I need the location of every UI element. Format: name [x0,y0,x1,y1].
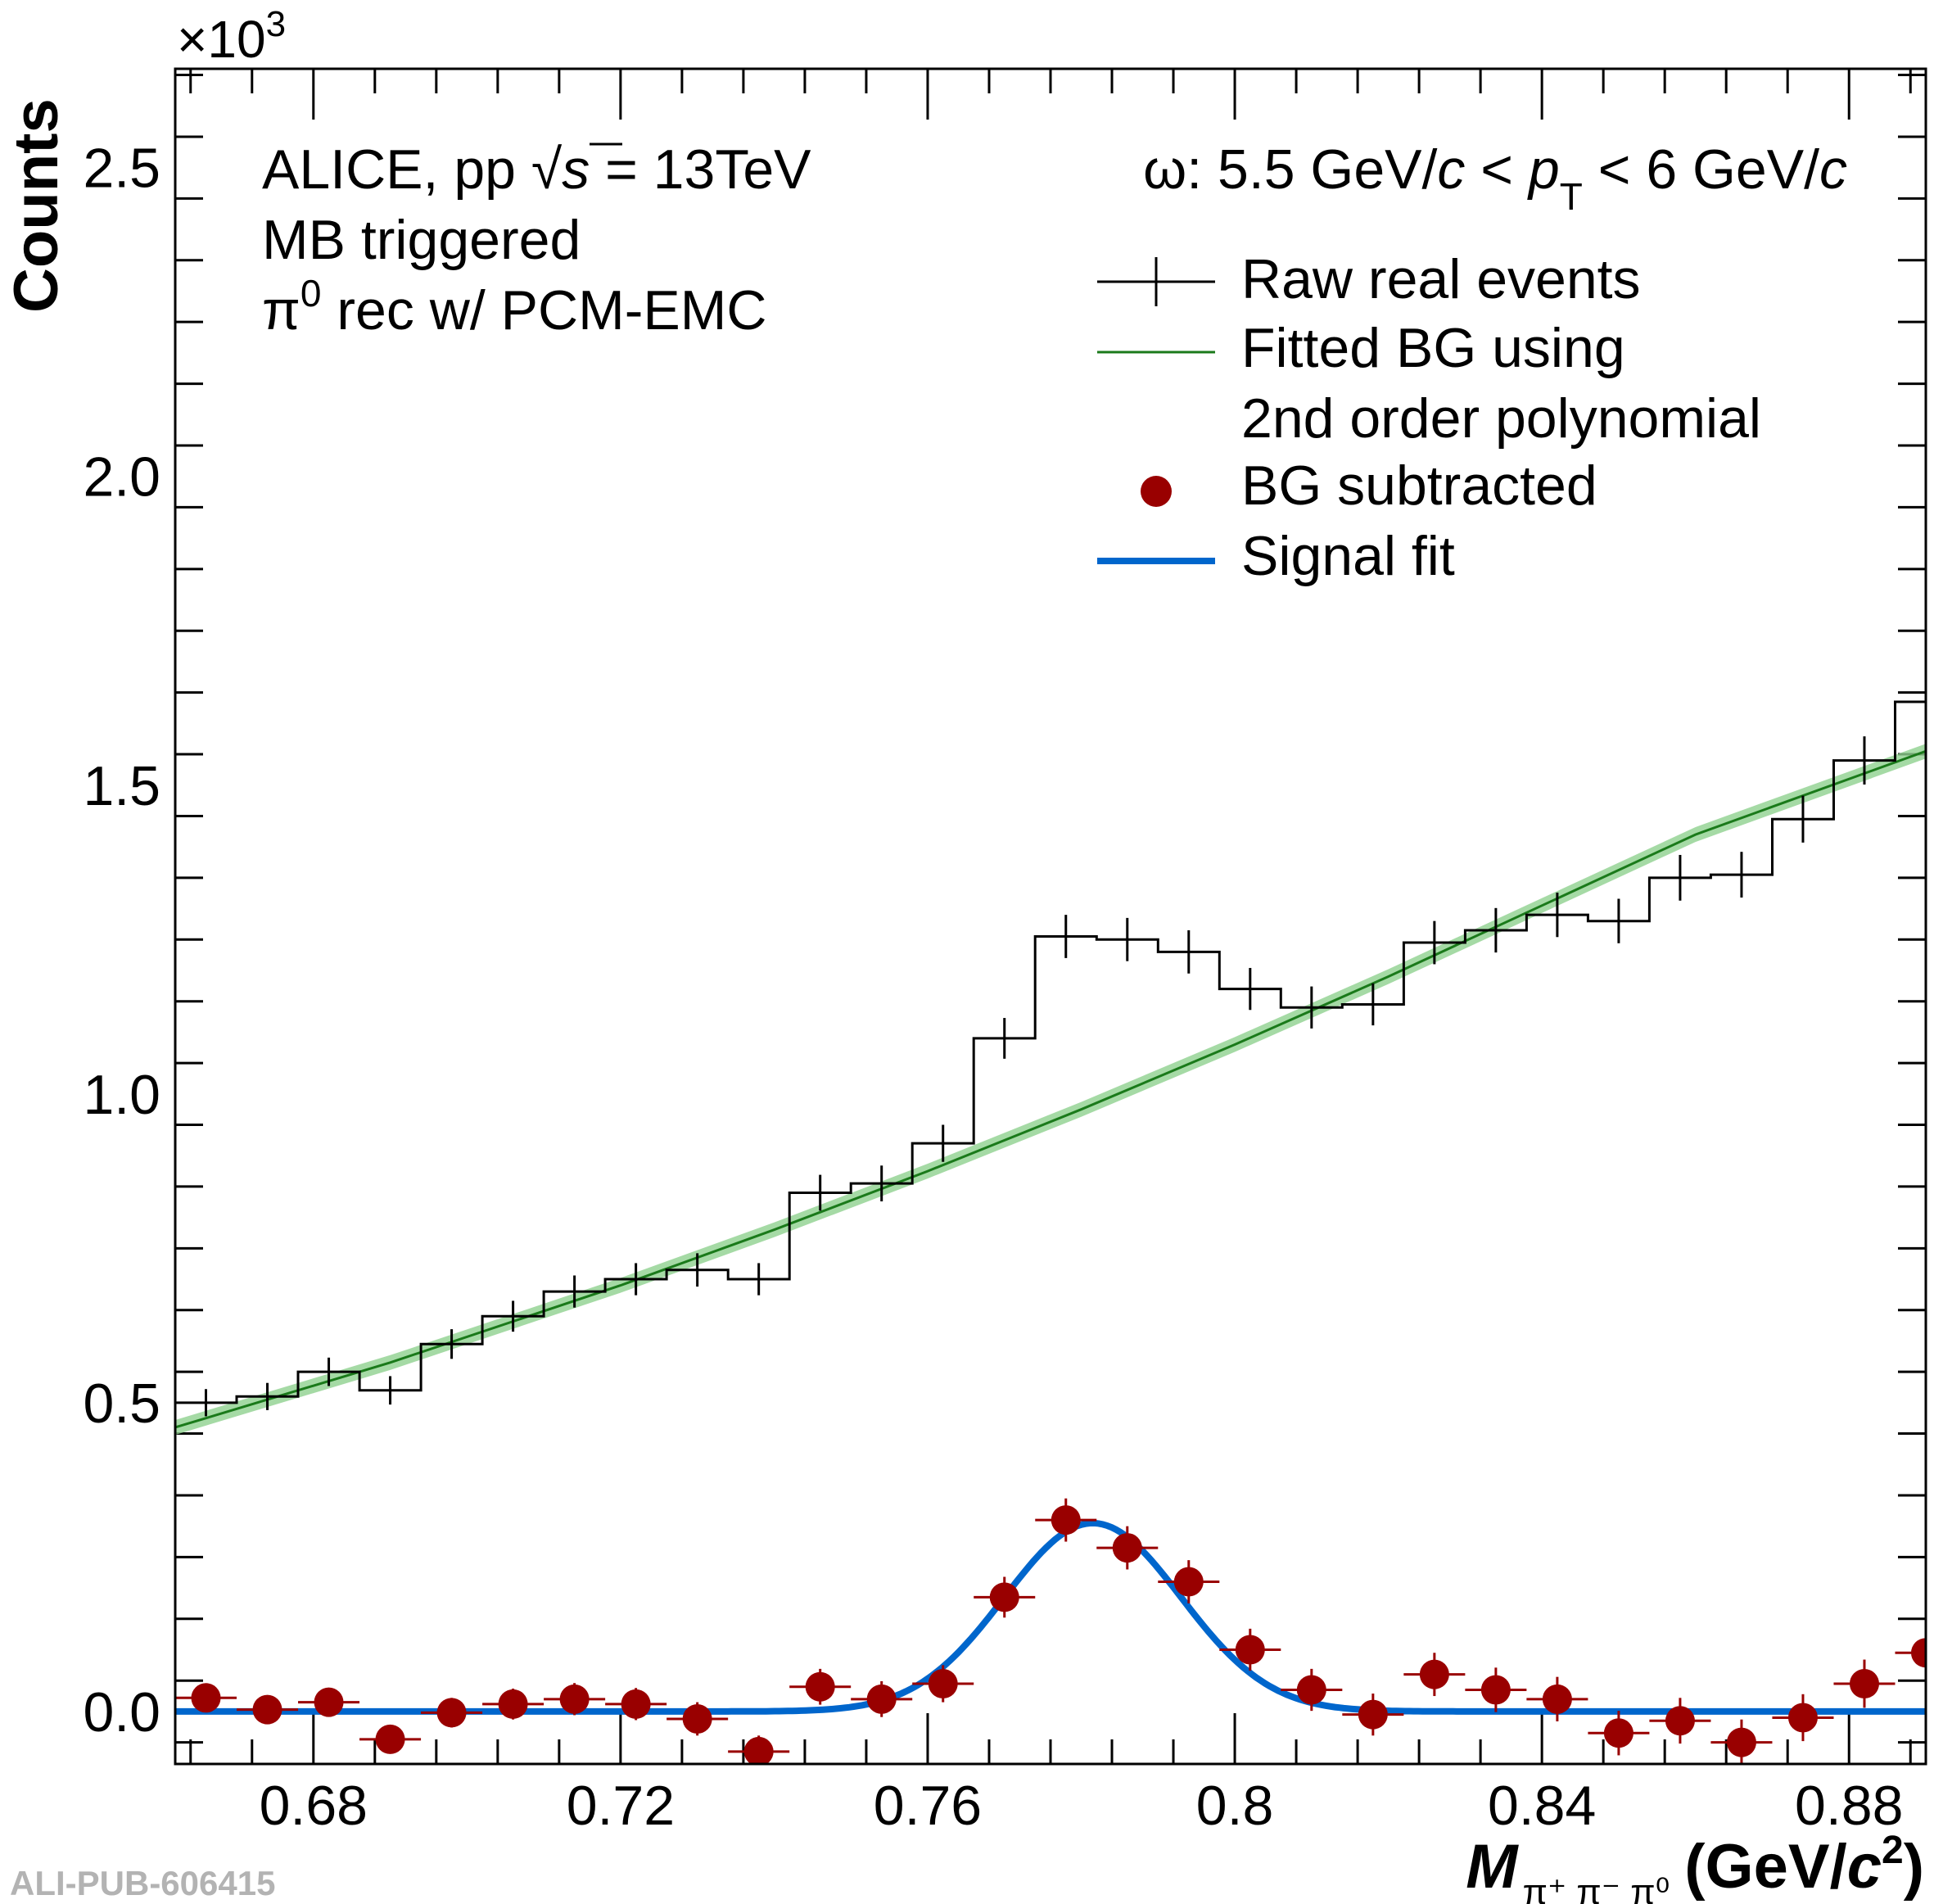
x-tick-label: 0.84 [1488,1775,1596,1837]
legend-subtracted-marker [1141,476,1172,507]
x-tick-labels: 0.68 0.72 0.76 0.8 0.84 0.88 [260,1775,1904,1837]
bg-subtracted-point [252,1694,282,1725]
bg-subtracted-point [436,1698,467,1728]
bg-subtracted-point [1787,1703,1818,1733]
bg-subtracted-point [682,1703,712,1734]
bg-subtracted-point [743,1736,774,1764]
legend-subtracted-label: BG subtracted [1241,455,1597,517]
bg-subtracted-point [1665,1706,1695,1736]
experiment-label: ALICE, pp √s = 13TeV [262,138,811,201]
bg-subtracted-point [1603,1718,1634,1748]
legend: Raw real events Fitted BG using 2nd orde… [1097,248,1761,587]
x-tick-label: 0.88 [1795,1775,1903,1837]
raw-events-series [175,676,1926,1417]
bg-subtracted-point [989,1582,1019,1612]
bg-subtracted-point [375,1724,405,1754]
y-tick-label: 2.5 [83,138,160,200]
signal-fit-curve [175,1519,1926,1715]
pi0-reconstruction-label: π0 rec w/ PCM-EMC [262,272,767,341]
legend-background-label-line2: 2nd order polynomial [1241,387,1761,450]
experiment-annotation: ALICE, pp √s = 13TeV MB triggered π0 rec… [262,138,811,341]
legend-item-raw: Raw real events [1097,248,1641,310]
bg-subtracted-point [559,1684,590,1714]
bg-subtracted-point [1849,1668,1879,1698]
axis-ticks [175,69,1926,1764]
bg-subtracted-point [1911,1638,1926,1668]
legend-signal-label: Signal fit [1241,525,1455,587]
bg-subtracted-point [1051,1505,1081,1535]
bg-subtracted-point [1726,1727,1756,1757]
kinematic-range-label: ω: 5.5 GeV/c < pT < 6 GeV/c [1143,138,1847,218]
x-tick-label: 0.76 [874,1775,982,1837]
background-fit-uncertainty-band [175,744,1926,1436]
y-axis-title: Counts [2,98,71,313]
background-fit-band [175,744,1926,1436]
raw-events-histogram [175,700,1926,1404]
bg-subtracted-series [175,1498,1926,1764]
x-tick-label: 0.8 [1196,1775,1274,1837]
trigger-label: MB triggered [262,209,581,271]
bg-subtracted-point [805,1671,835,1702]
y-tick-labels: 0.0 0.5 1.0 1.5 2.0 2.5 [83,138,160,1743]
y-tick-label: 1.0 [83,1064,160,1126]
legend-item-subtracted: BG subtracted [1141,455,1597,517]
bg-subtracted-point [1296,1675,1326,1705]
legend-background-label: Fitted BG using [1241,317,1625,379]
x-tick-label: 0.72 [567,1775,675,1837]
signal-fit-line [175,1519,1926,1715]
bg-subtracted-point [1235,1635,1265,1665]
y-tick-label: 2.0 [83,446,160,509]
bg-subtracted-point [928,1668,958,1698]
bg-subtracted-point [498,1689,528,1719]
bg-subtracted-point [314,1687,344,1717]
plot-frame [174,67,1927,1766]
legend-item-signal-fit: Signal fit [1097,525,1455,587]
publication-id: ALI-PUB-606415 [10,1864,275,1902]
bg-subtracted-point [866,1684,897,1714]
bg-subtracted-point [1112,1533,1142,1563]
x-tick-label: 0.68 [260,1775,368,1837]
legend-raw-label: Raw real events [1241,248,1641,310]
y-tick-label: 1.5 [83,755,160,817]
bg-subtracted-point [1419,1659,1449,1689]
y-tick-label: 0.0 [83,1681,160,1743]
legend-item-background-fit: Fitted BG using 2nd order polynomial [1097,317,1761,450]
y-tick-label: 0.5 [83,1373,160,1435]
bg-subtracted-point [1480,1675,1511,1705]
bg-subtracted-point [191,1683,221,1713]
bg-subtracted-point [1173,1567,1204,1597]
bg-subtracted-point [621,1689,651,1719]
bg-subtracted-point [1358,1699,1388,1730]
bg-subtracted-point [1542,1684,1572,1714]
y-multiplier: ×103 [177,4,286,69]
